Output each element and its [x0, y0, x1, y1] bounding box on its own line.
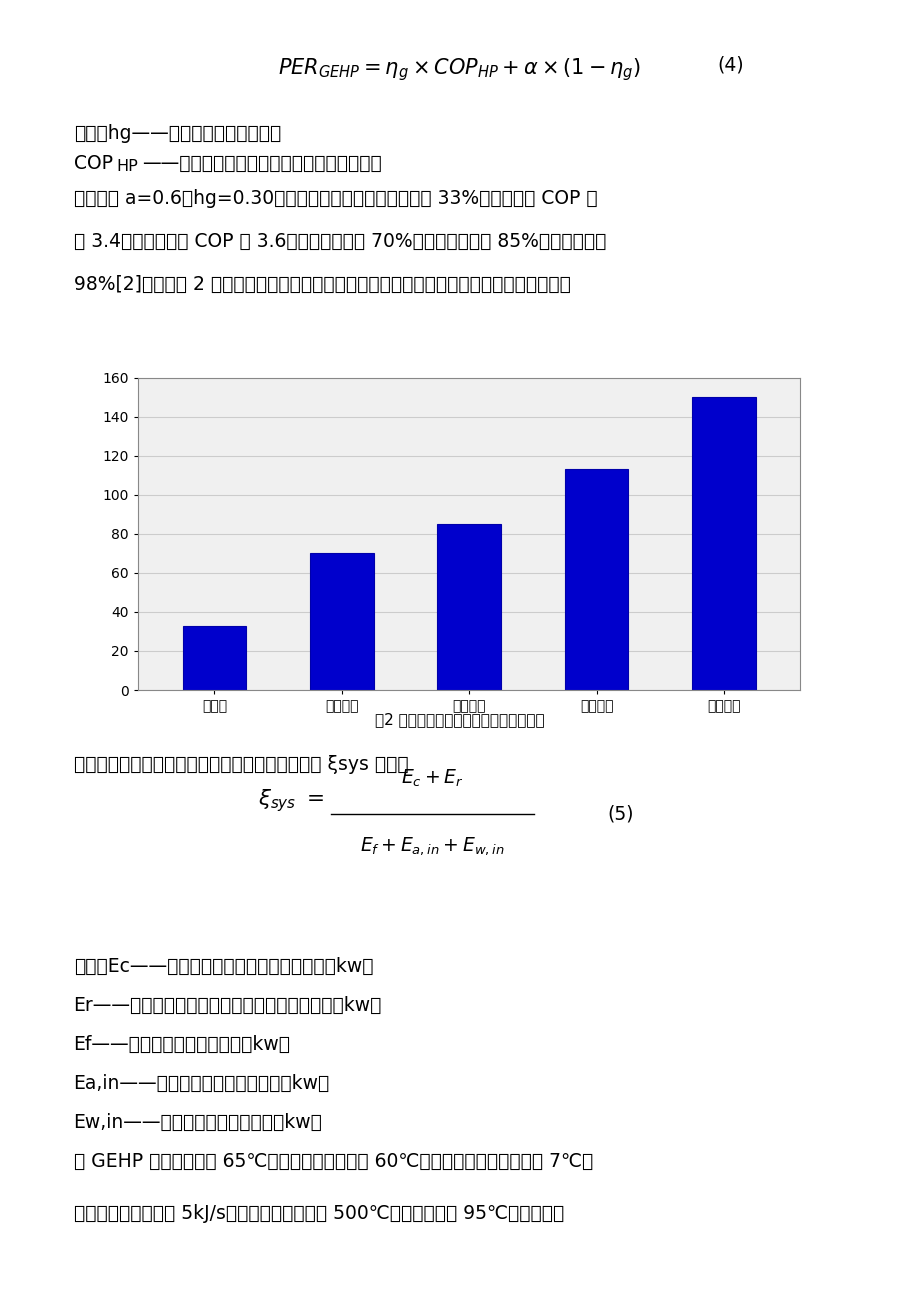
Text: (4): (4) — [717, 56, 743, 76]
Text: 设 GEHP 的供热温度为 65℃，冷凝器出口温度为 60℃，蒸发器空气入口温度为 7℃，: 设 GEHP 的供热温度为 65℃，冷凝器出口温度为 60℃，蒸发器空气入口温度… — [74, 1152, 592, 1172]
Text: ——不考虑废热回收的热泵系统的性能系数。: ——不考虑废热回收的热泵系统的性能系数。 — [142, 154, 382, 173]
Text: HP: HP — [116, 159, 138, 174]
Text: Ea,in——环境空气供应系统的火用，kw；: Ea,in——环境空气供应系统的火用，kw； — [74, 1074, 330, 1094]
Bar — [691, 397, 755, 690]
Text: 输入燃气机的燃料为 5kJ/s，燃气机排烟温度为 500℃，冷却水温为 95℃，环境温度: 输入燃气机的燃料为 5kJ/s，燃气机排烟温度为 500℃，冷却水温为 95℃，… — [74, 1204, 563, 1224]
Bar — [182, 626, 246, 690]
Text: Ew,in——待加热流体带入的火用，kw。: Ew,in——待加热流体带入的火用，kw。 — [74, 1113, 323, 1133]
Text: $E_f + E_{a,in} + E_{w,in}$: $E_f + E_{a,in} + E_{w,in}$ — [359, 836, 505, 857]
Text: 式中：hg——燃气机的发动机效率；: 式中：hg——燃气机的发动机效率； — [74, 124, 280, 143]
Text: 图2 几种供热装置的一次能源利用率比较: 图2 几种供热装置的一次能源利用率比较 — [375, 712, 544, 728]
Bar — [310, 553, 373, 690]
Text: 98%[2]。则如图 2 所示，供热模式下这几种装置中燃气热泵在供热时一次能源运用率最高。: 98%[2]。则如图 2 所示，供热模式下这几种装置中燃气热泵在供热时一次能源运… — [74, 275, 570, 294]
Text: COP: COP — [74, 154, 112, 173]
Bar — [564, 470, 628, 690]
Text: Er——被加热流体从燃气机热泵废热得到的火用，kw；: Er——被加热流体从燃气机热泵废热得到的火用，kw； — [74, 996, 381, 1016]
Text: Ef——输入燃气机的燃料火用，kw；: Ef——输入燃气机的燃料火用，kw； — [74, 1035, 290, 1055]
Text: (5): (5) — [607, 805, 633, 823]
Text: 于 3.4，燃气热泵的 COP 为 3.6，燃煤锅炉效率 70%，燃气锅炉效率 85%，电锅炉效率: 于 3.4，燃气热泵的 COP 为 3.6，燃煤锅炉效率 70%，燃气锅炉效率 … — [74, 232, 606, 251]
Text: $E_c + E_r$: $E_c + E_r$ — [401, 768, 463, 789]
Text: 在供热模式下运营的燃气热泵，其系统的火用效率 ξsys 如下：: 在供热模式下运营的燃气热泵，其系统的火用效率 ξsys 如下： — [74, 755, 408, 775]
Text: 式中：Ec——被加热流体从冷凝器得到的火用，kw；: 式中：Ec——被加热流体从冷凝器得到的火用，kw； — [74, 957, 373, 976]
Bar — [437, 525, 501, 690]
Text: 一般可取 a=0.6，hg=0.30。如取电力生产和输配总效率为 33%，电动热泵 COP 等: 一般可取 a=0.6，hg=0.30。如取电力生产和输配总效率为 33%，电动热… — [74, 189, 596, 208]
Text: $PER_{GEHP} = \eta_g \times COP_{HP} + \alpha \times (1-\eta_g)$: $PER_{GEHP} = \eta_g \times COP_{HP} + \… — [278, 56, 641, 83]
Text: $\xi_{sys}\ =$: $\xi_{sys}\ =$ — [257, 788, 323, 814]
